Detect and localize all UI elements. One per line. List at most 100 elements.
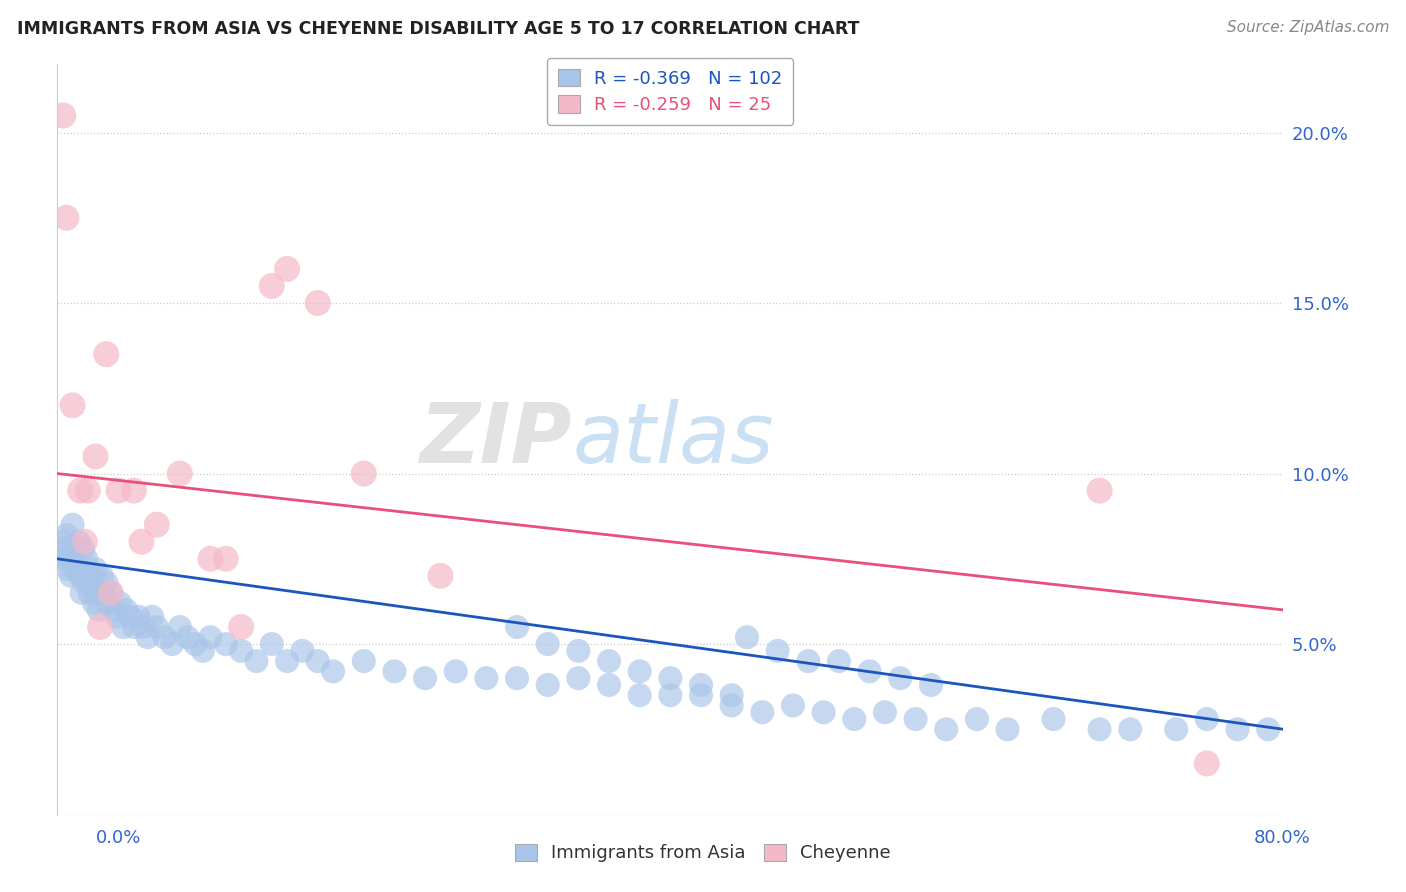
Point [751,705,773,719]
Point [55,211,77,225]
Point [215,637,238,651]
Point [87,603,110,617]
Point [82,569,104,583]
Point [83,596,105,610]
Point [136,630,159,644]
Point [598,654,620,668]
Point [935,723,957,737]
Point [322,665,344,679]
Point [73,534,96,549]
Point [132,620,155,634]
Point [598,678,620,692]
Point [506,620,529,634]
Point [307,654,329,668]
Point [76,569,98,583]
Point [567,671,589,685]
Point [1088,483,1111,498]
Point [628,688,651,702]
Text: IMMIGRANTS FROM ASIA VS CHEYENNE DISABILITY AGE 5 TO 17 CORRELATION CHART: IMMIGRANTS FROM ASIA VS CHEYENNE DISABIL… [17,20,859,37]
Point [628,665,651,679]
Point [84,562,107,576]
Point [889,671,911,685]
Point [108,596,131,610]
Point [567,644,589,658]
Point [86,586,108,600]
Point [260,637,283,651]
Text: ZIP: ZIP [419,399,572,480]
Point [506,671,529,685]
Point [90,569,112,583]
Point [1119,723,1142,737]
Point [122,620,145,634]
Point [96,347,118,361]
Point [103,603,125,617]
Legend: Immigrants from Asia, Cheyenne: Immigrants from Asia, Cheyenne [508,837,898,870]
Point [107,483,129,498]
Point [276,261,298,276]
Point [127,609,149,624]
Point [1088,723,1111,737]
Point [184,637,207,651]
Point [153,630,176,644]
Point [122,483,145,498]
Point [191,644,214,658]
Point [444,665,467,679]
Text: Source: ZipAtlas.com: Source: ZipAtlas.com [1226,20,1389,35]
Point [67,534,90,549]
Point [766,644,789,658]
Point [58,551,80,566]
Point [307,296,329,310]
Point [120,609,142,624]
Point [353,654,375,668]
Point [75,551,97,566]
Point [229,644,252,658]
Point [260,279,283,293]
Point [1195,756,1218,771]
Point [73,575,96,590]
Point [997,723,1019,737]
Point [53,541,76,556]
Point [169,620,191,634]
Point [97,596,120,610]
Point [966,712,988,726]
Point [51,534,73,549]
Point [200,630,222,644]
Point [55,528,77,542]
Point [80,575,103,590]
Point [813,705,835,719]
Point [72,541,94,556]
Point [475,671,498,685]
Point [429,569,451,583]
Point [69,483,91,498]
Point [720,688,742,702]
Point [91,586,114,600]
Point [62,398,84,412]
Point [537,637,560,651]
Point [52,108,75,122]
Point [291,644,314,658]
Point [797,654,820,668]
Text: 80.0%: 80.0% [1254,829,1310,847]
Point [413,671,436,685]
Text: atlas: atlas [572,399,773,480]
Point [659,688,682,702]
Point [844,712,866,726]
Point [176,630,198,644]
Point [720,698,742,713]
Point [146,620,169,634]
Point [690,678,713,692]
Point [146,517,169,532]
Point [245,654,267,668]
Point [141,609,163,624]
Point [115,603,138,617]
Point [160,637,183,651]
Point [100,586,122,600]
Point [1257,723,1279,737]
Point [100,586,122,600]
Point [1042,712,1064,726]
Point [735,630,758,644]
Point [79,586,101,600]
Point [84,450,107,464]
Point [1195,712,1218,726]
Point [782,698,804,713]
